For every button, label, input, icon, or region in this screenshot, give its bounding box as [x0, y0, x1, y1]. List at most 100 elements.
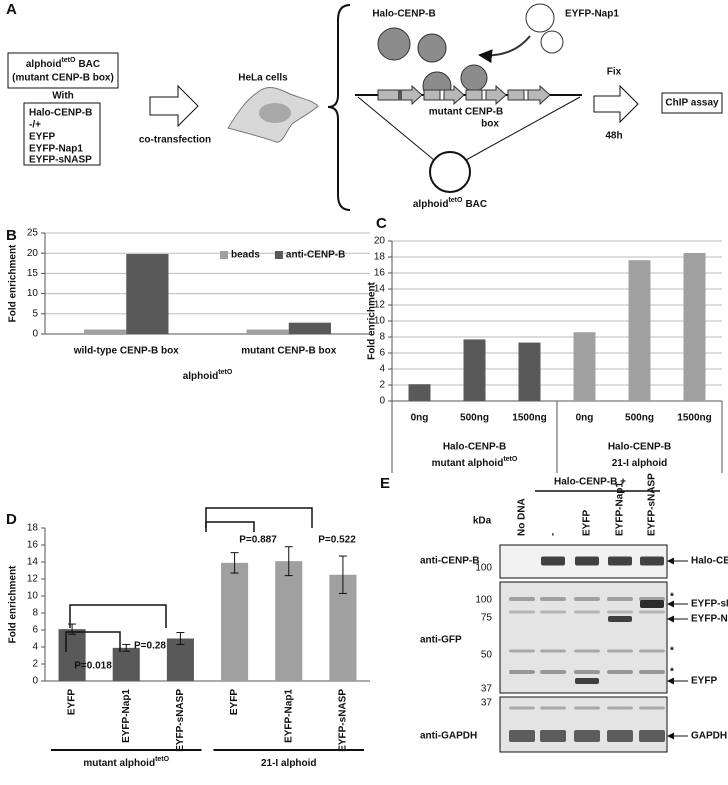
x-tick-label: EYFP-sNASP — [175, 689, 186, 752]
x-tick-label: 0ng — [576, 413, 594, 424]
blot-band — [640, 556, 664, 566]
p-value: P=0.887 — [239, 535, 277, 546]
p-value: P=0.522 — [318, 535, 356, 546]
blot-band — [574, 649, 600, 653]
legend-label: anti-CENP-B — [286, 250, 345, 261]
x-tick-label: EYFP — [67, 689, 78, 715]
result-box — [661, 92, 723, 114]
x-tick-label: EYFP-Nap1 — [283, 689, 294, 743]
text-part: alphoid — [183, 371, 219, 382]
bar — [221, 562, 249, 681]
y-tick-label: 20 — [374, 236, 386, 247]
y-tick-label: 25 — [27, 228, 39, 239]
box-site — [481, 89, 487, 101]
bar — [463, 339, 486, 401]
group-title: Halo-CENP-B — [443, 442, 506, 453]
nap1-circle — [525, 3, 555, 33]
x-tick-label: 1500ng — [677, 413, 711, 424]
blot-panel — [499, 581, 668, 694]
y-tick-label: 0 — [32, 676, 38, 687]
text-part: 21-I alphoid — [261, 758, 317, 769]
group-title: Halo-CENP-B — [608, 442, 671, 453]
blot-band — [509, 649, 535, 653]
y-tick-label: 5 — [32, 308, 38, 319]
kda-marker: 37 — [481, 698, 493, 709]
bracket — [69, 604, 167, 628]
blot-band — [574, 706, 600, 710]
x-tick-label: 0ng — [411, 413, 429, 424]
blot-band — [640, 600, 664, 608]
superscript: tetO — [503, 456, 518, 463]
lane-label: EYFP-Nap1 — [615, 482, 626, 536]
blot-band — [607, 706, 633, 710]
bar — [573, 332, 596, 401]
unit-label: kDa — [473, 516, 492, 527]
y-tick-label: 10 — [27, 288, 39, 299]
blot-band — [540, 706, 566, 710]
legend-swatch — [274, 251, 283, 259]
bar — [628, 260, 651, 401]
y-tick-label: 18 — [374, 252, 386, 263]
plasmid — [429, 151, 471, 193]
y-axis-label: Fold enrichment — [8, 565, 19, 643]
y-tick-label: 6 — [379, 348, 385, 359]
blot-band — [639, 610, 665, 614]
lane-label: - — [548, 533, 559, 536]
p-value: P=0.28 — [134, 641, 166, 652]
brace — [327, 4, 351, 211]
blot-band — [608, 556, 632, 566]
y-tick-label: 0 — [379, 396, 385, 407]
text-part: BAC — [78, 59, 100, 70]
band-label: EYFP — [691, 676, 717, 687]
lane-label: EYFP — [582, 510, 593, 536]
plasmid-label: alphoidtetO BAC — [413, 197, 487, 209]
blot-band — [509, 706, 535, 710]
y-tick-label: 12 — [374, 300, 386, 311]
bracket — [65, 631, 121, 652]
group-label: 21-I alphoid — [612, 458, 668, 469]
superscript: tetO — [218, 369, 233, 376]
cell-label: HeLa cells — [238, 73, 288, 84]
blot-band — [540, 610, 566, 614]
bar — [275, 561, 303, 681]
blot-band — [607, 610, 633, 614]
kda-marker: 37 — [481, 684, 493, 695]
nucleus — [259, 103, 291, 123]
legend-label: beads — [231, 250, 260, 261]
blot-band — [540, 649, 566, 653]
y-axis-label: Fold enrichment — [367, 281, 378, 359]
blot-panel — [499, 696, 668, 753]
blot-band — [607, 730, 633, 742]
kda-marker: 50 — [481, 650, 493, 661]
group-label: 21-I alphoid — [261, 758, 317, 769]
y-tick-label: 8 — [32, 608, 38, 619]
site-label: mutant CENP-B — [429, 107, 503, 118]
box-site — [439, 89, 445, 101]
with-box — [23, 102, 101, 166]
construct: EYFP-sNASP — [29, 155, 92, 166]
zoom-line — [357, 96, 435, 161]
y-axis-label: Fold enrichment — [8, 244, 19, 322]
protein-label: EYFP-Nap1 — [565, 9, 619, 20]
site-label: box — [481, 119, 499, 130]
blot-band — [639, 649, 665, 653]
x-axis-label: alphoidtetO — [183, 369, 233, 381]
protein-circle — [377, 27, 411, 61]
panel-label: E — [380, 475, 390, 492]
blot-header: Halo-CENP-B + — [554, 477, 626, 488]
x-tick-label: EYFP-sNASP — [338, 689, 349, 752]
blot-band — [575, 556, 599, 566]
blot-band — [509, 610, 535, 614]
blot-band — [607, 597, 633, 601]
x-tick-label: EYFP — [229, 689, 240, 715]
construct: EYFP-Nap1 — [29, 144, 83, 155]
bar — [112, 647, 140, 681]
text-part: alphoid — [413, 199, 449, 210]
repeat-arrow — [507, 84, 551, 106]
bar — [408, 384, 431, 401]
bar — [58, 629, 86, 681]
blot-band — [574, 597, 600, 601]
bar — [288, 322, 331, 334]
x-tick-label: 1500ng — [512, 413, 546, 424]
text-part: alphoid — [26, 59, 62, 70]
